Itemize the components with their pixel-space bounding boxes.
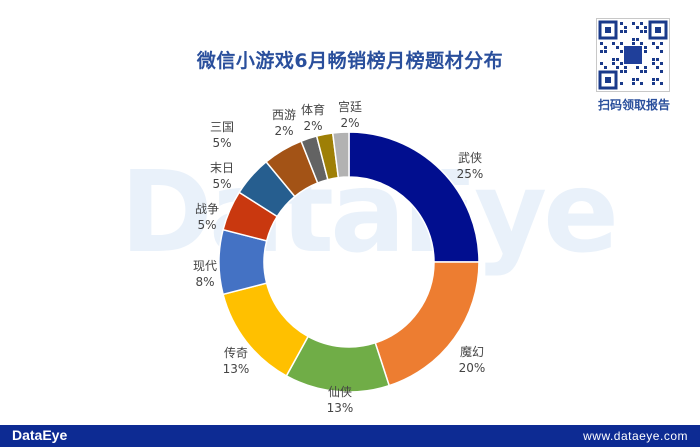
slice-value-label: 2%: [303, 119, 322, 133]
slice-category-label: 现代: [193, 259, 217, 273]
qr-code: [596, 18, 670, 92]
chart-title: 微信小游戏6月畅销榜月榜题材分布: [196, 50, 504, 72]
slice-category-label: 魔幻: [460, 344, 484, 359]
slice-value-label: 5%: [212, 136, 231, 150]
qr-caption: 扫码领取报告: [597, 98, 670, 112]
donut-slice-11: [331, 131, 350, 179]
slice-value-label: 2%: [274, 124, 293, 138]
slice-category-label: 三国: [210, 120, 234, 134]
slice-value-label: 2%: [340, 116, 359, 130]
slice-value-label: 13%: [223, 362, 250, 376]
slice-category-label: 武侠: [458, 151, 482, 165]
slice-category-label: 末日: [210, 161, 234, 175]
slice-value-label: 25%: [457, 167, 484, 181]
slice-value-label: 13%: [327, 401, 354, 415]
qr-code-icon: [598, 20, 668, 90]
slice-category-label: 体育: [301, 102, 325, 117]
website-link[interactable]: www.dataeye.com: [583, 429, 688, 443]
slice-category-label: 宫廷: [338, 99, 362, 114]
slice-value-label: 5%: [197, 218, 216, 232]
footer-bar: DataEye www.dataeye.com: [0, 425, 700, 447]
slice-category-label: 传奇: [224, 345, 248, 360]
slice-category-label: 仙侠: [328, 385, 352, 399]
slice-category-label: 战争: [195, 202, 219, 216]
slice-category-label: 西游: [272, 108, 296, 122]
slice-value-label: 20%: [459, 361, 486, 375]
brand-logo: DataEye: [12, 427, 68, 443]
slice-value-label: 5%: [212, 177, 231, 191]
slice-value-label: 8%: [195, 275, 214, 289]
